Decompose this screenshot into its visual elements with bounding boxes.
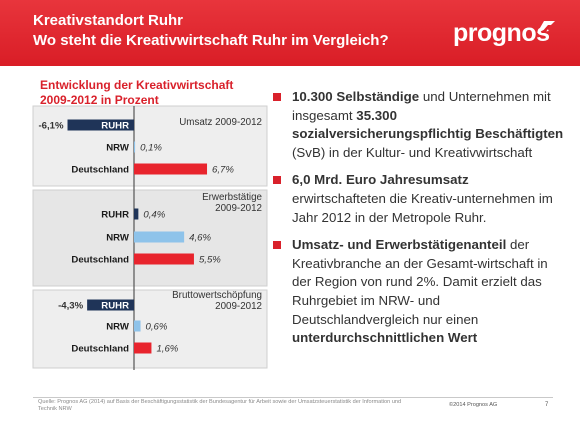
fact-bullet: 6,0 Mrd. Euro Jahresumsatz erwirtschafte… — [272, 171, 564, 227]
bar-nrw — [134, 141, 136, 153]
slide-subtitle: Wo steht die Kreativwirtschaft Ruhr im V… — [33, 32, 389, 49]
panel-title: Umsatz 2009-2012 — [179, 117, 262, 128]
category-label: NRW — [106, 322, 130, 333]
chart-title-line-1: Entwicklung der Kreativwirtschaft — [40, 78, 234, 92]
panel-title: Erwerbstätige — [202, 192, 262, 203]
fact-text: und Unternehmen mit insgesamt — [292, 89, 551, 123]
bar-ruhr — [134, 208, 139, 220]
category-label: Deutschland — [71, 255, 129, 266]
category-label: RUHR — [101, 301, 129, 312]
prognos-logo-swoosh-icon — [537, 21, 555, 33]
value-label: 4,6% — [189, 233, 211, 244]
fact-bullet: Umsatz- und Erwerbstätigenanteil der Kre… — [272, 236, 564, 348]
fact-highlight: 6,0 Mrd. Euro Jahresumsatz — [292, 172, 469, 188]
bullet-square-icon — [273, 93, 281, 101]
bar-ruhr — [87, 299, 134, 311]
fact-highlight: 10.300 Selbständige — [292, 89, 420, 104]
fact-highlight: Umsatz- und Erwerbstätigenanteil — [292, 237, 507, 253]
source-note: Quelle: Prognos AG (2014) auf Basis der … — [38, 399, 402, 412]
bullet-square-icon — [273, 176, 281, 185]
footer-divider — [33, 397, 553, 398]
panel-title: 2009-2012 — [215, 203, 262, 214]
fact-highlight: unterdurchschnittlichen Wert — [292, 330, 478, 346]
bar-deutschland — [134, 253, 194, 265]
page-number: 7 — [545, 402, 549, 408]
fact-text: erwirtschafteten die Kreativ-unternehmen… — [292, 190, 553, 225]
bar-deutschland — [134, 163, 208, 175]
fact-text: der Kreativbranche an der Gesamt-wirtsch… — [292, 237, 548, 327]
key-facts-list: 10.300 Selbständige und Unternehmen mit … — [272, 88, 564, 357]
panel-title: Bruttowertschöpfung — [172, 290, 262, 301]
chart-title: Entwicklung der Kreativwirtschaft 2009-2… — [40, 78, 233, 108]
category-label: RUHR — [101, 210, 129, 221]
slide-title: Kreativstandort Ruhr — [33, 12, 184, 29]
category-label: NRW — [106, 143, 130, 154]
bullet-square-icon — [273, 241, 281, 250]
header-banner: Kreativstandort Ruhr Wo steht die Kreati… — [0, 0, 580, 66]
fact-highlight: 35.300 sozialversicherungspflichtig Besc… — [292, 107, 564, 142]
bar-nrw — [134, 231, 185, 243]
fact-text: (SvB) in der Kultur- und Kreativwirtscha… — [292, 144, 533, 160]
copyright: ©2014 Prognos AG — [449, 402, 498, 408]
category-label: Deutschland — [71, 344, 129, 355]
category-label: RUHR — [101, 121, 129, 132]
chart-title-line-2: 2009-2012 in Prozent — [40, 93, 159, 107]
panel-title: 2009-2012 — [215, 301, 262, 312]
value-label: -4,3% — [58, 301, 84, 312]
prognos-logo: prognos — [453, 19, 550, 47]
value-label: 5,5% — [199, 255, 221, 266]
bar-nrw — [134, 320, 141, 332]
value-label: -6,1% — [38, 121, 64, 132]
value-label: 0,6% — [146, 322, 168, 333]
fact-bullet: 10.300 Selbständige und Unternehmen mit … — [272, 88, 564, 162]
value-label: 6,7% — [212, 165, 234, 176]
category-label: Deutschland — [71, 165, 129, 176]
value-label: 1,6% — [156, 344, 178, 355]
chart-panel — [32, 289, 268, 369]
value-label: 0,1% — [140, 143, 162, 154]
bar-deutschland — [134, 342, 152, 354]
category-label: NRW — [106, 233, 130, 244]
value-label: 0,4% — [143, 210, 165, 221]
bar-ruhr — [67, 119, 134, 131]
